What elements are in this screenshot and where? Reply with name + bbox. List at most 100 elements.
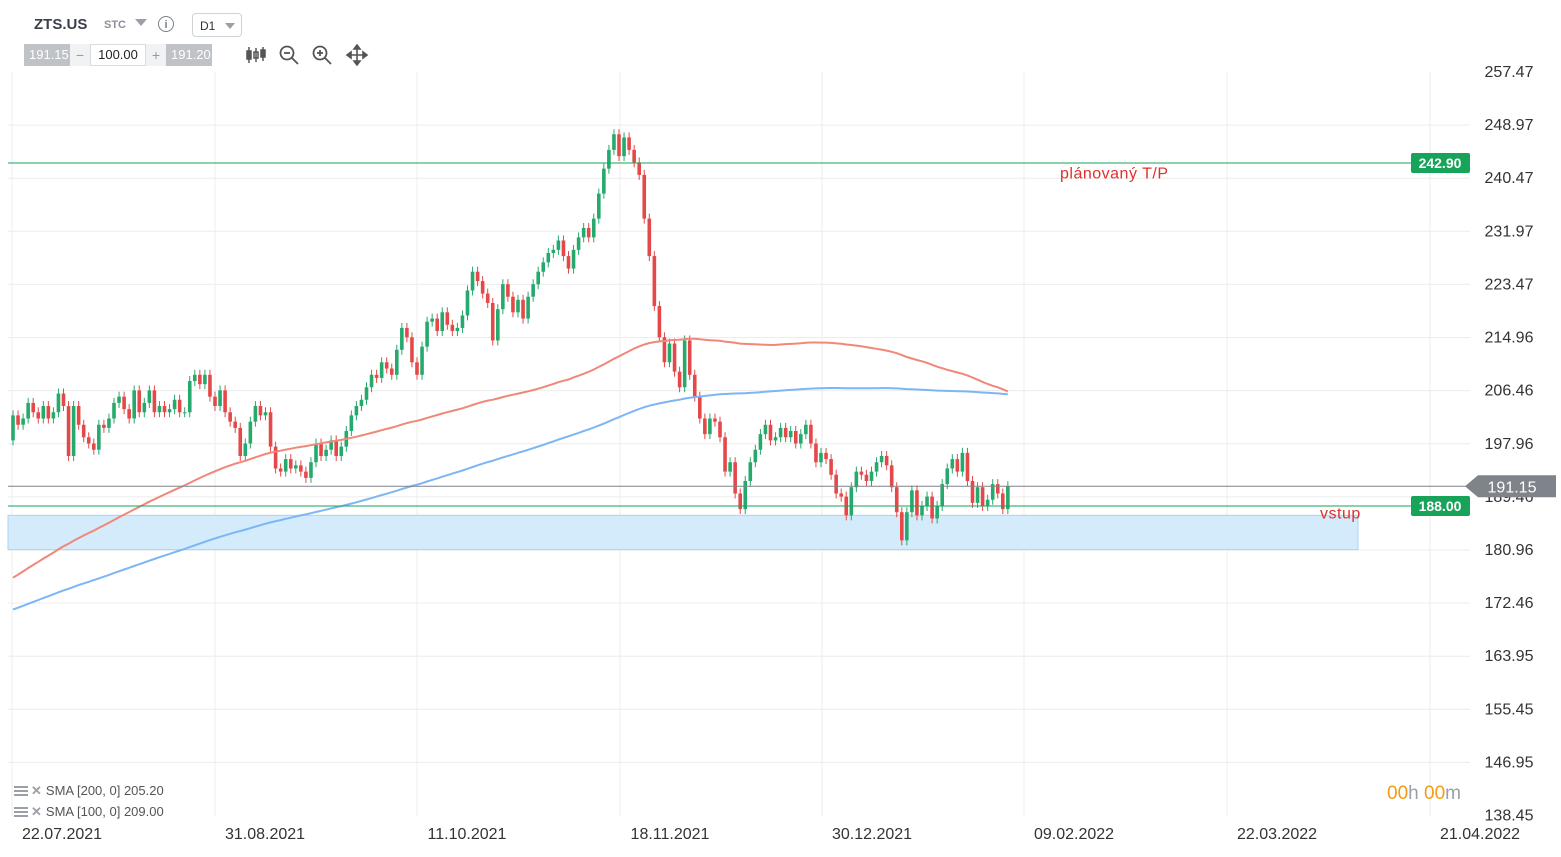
candle-body <box>218 390 222 407</box>
buy-price-button[interactable]: 191.20 <box>166 44 212 66</box>
candle-body <box>612 134 616 150</box>
timeframe-value: D1 <box>200 19 216 33</box>
info-icon[interactable]: i <box>158 16 174 32</box>
date-tick-label: 30.12.2021 <box>832 826 912 843</box>
settings-icon[interactable] <box>14 807 28 817</box>
indicator-legend-sma100[interactable]: ✕ SMA [100, 0] 209.00 <box>14 804 164 820</box>
candle-body <box>410 337 414 363</box>
candle-body <box>379 362 384 378</box>
chevron-down-icon <box>225 23 235 29</box>
chevron-down-icon[interactable] <box>135 19 147 26</box>
price-tick-label: 248.97 <box>1485 117 1534 134</box>
candle-body <box>51 412 56 419</box>
candle-body <box>925 496 929 506</box>
indicator-legend-sma200[interactable]: ✕ SMA [200, 0] 205.20 <box>14 783 164 799</box>
candle-body <box>632 149 636 163</box>
candle-body <box>243 443 248 456</box>
candle-body <box>905 512 909 541</box>
price-tick-label: 257.47 <box>1485 64 1534 81</box>
candle-body <box>733 462 737 494</box>
current-price-badge <box>1465 475 1556 498</box>
candle-body <box>223 390 227 413</box>
date-tick-label: 31.08.2021 <box>225 826 305 843</box>
candle-body <box>117 396 121 403</box>
candle-body <box>985 499 990 506</box>
candle-body <box>627 137 631 150</box>
candle-body <box>556 240 561 250</box>
candle-body <box>278 468 283 472</box>
candle-body <box>304 471 308 478</box>
candle-body <box>718 421 722 438</box>
volume-increase-button[interactable]: + <box>146 44 166 66</box>
chart-toolbar: ZTS.US STC i D1 191.15 − 100.00 + 191.20 <box>0 0 1561 72</box>
candle-body <box>930 496 934 519</box>
candle-body <box>935 505 939 519</box>
date-tick-label: 22.03.2022 <box>1237 826 1317 843</box>
candle-body <box>859 471 864 475</box>
candle-body <box>965 452 970 481</box>
candle-body <box>258 406 263 416</box>
candle-body <box>738 493 742 510</box>
candle-body <box>748 462 753 481</box>
timeframe-select[interactable]: D1 <box>192 13 242 37</box>
candle-body <box>334 440 338 456</box>
candle-body <box>597 193 601 219</box>
price-tick-label: 223.47 <box>1485 276 1534 293</box>
candle-body <box>804 424 808 435</box>
candlestick-icon[interactable] <box>244 44 268 66</box>
candle-body <box>869 471 874 481</box>
settings-icon[interactable] <box>14 786 28 796</box>
candle-body <box>369 374 374 388</box>
candle-body <box>182 412 187 414</box>
candle-body <box>36 412 41 419</box>
candle-body <box>430 318 434 322</box>
candle-body <box>253 406 258 422</box>
candle-body <box>920 505 924 516</box>
candle-body <box>960 452 965 472</box>
date-tick-label: 21.04.2022 <box>1440 826 1520 843</box>
timer-minutes-unit: m <box>1445 783 1461 804</box>
candle-body <box>122 396 126 410</box>
candle-body <box>132 390 136 419</box>
candle-body <box>445 312 450 325</box>
candle-body <box>147 390 152 403</box>
zoom-in-icon[interactable] <box>310 44 334 66</box>
symbol-label[interactable]: ZTS.US <box>34 16 88 33</box>
candle-body <box>364 387 369 400</box>
candle-body <box>455 327 460 332</box>
date-tick-label: 11.10.2021 <box>428 826 507 843</box>
zoom-out-icon[interactable] <box>277 44 301 66</box>
sma-line <box>12 387 1008 611</box>
candle-body <box>137 390 142 413</box>
candle-body <box>692 374 697 397</box>
candle-body <box>879 455 884 463</box>
move-icon[interactable] <box>345 44 369 66</box>
candle-body <box>793 431 798 444</box>
volume-input[interactable]: 100.00 <box>90 44 146 66</box>
candle-body <box>768 424 773 441</box>
candle-body <box>940 484 944 506</box>
timer-hours-unit: h <box>1408 783 1419 804</box>
candle-body <box>420 346 424 375</box>
candle-body <box>359 399 364 407</box>
indicator-label: SMA [200, 0] 205.20 <box>45 783 164 798</box>
candle-body <box>884 455 889 466</box>
candle-body <box>723 437 727 472</box>
candle-body <box>758 434 763 450</box>
close-icon[interactable]: ✕ <box>31 783 42 798</box>
candle-body <box>405 327 409 338</box>
level-badge-entry <box>1411 495 1470 516</box>
level-label-entry: 188.00 <box>1419 498 1462 514</box>
candle-body <box>586 227 591 238</box>
price-tick-label: 231.97 <box>1485 223 1534 240</box>
candle-body <box>531 284 535 297</box>
volume-decrease-button[interactable]: − <box>70 44 90 66</box>
candle-body <box>288 459 293 469</box>
candle-body <box>900 512 904 541</box>
close-icon[interactable]: ✕ <box>31 804 42 819</box>
sell-price-button[interactable]: 191.15 <box>24 44 70 66</box>
chart-annotation: plánovaný T/P <box>1060 165 1169 182</box>
candle-body <box>198 374 202 385</box>
price-tick-label: 240.47 <box>1485 170 1534 187</box>
